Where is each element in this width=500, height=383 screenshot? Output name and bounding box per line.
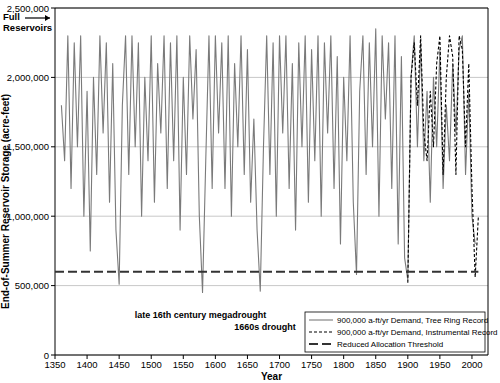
grid-line bbox=[55, 355, 488, 356]
y-tick bbox=[51, 77, 55, 78]
y-axis bbox=[55, 8, 56, 355]
x-tick-label: 1800 bbox=[333, 359, 354, 370]
x-tick-label: 1400 bbox=[77, 359, 98, 370]
chart: 0500,0001,000,0001,500,0002,000,0002,500… bbox=[0, 0, 500, 383]
annotation-line: Reservoirs bbox=[3, 22, 52, 33]
plot-frame bbox=[488, 8, 489, 355]
x-tick-label: 2000 bbox=[461, 359, 482, 370]
y-tick-label: 2,000,000 bbox=[7, 72, 49, 83]
arrow-head bbox=[45, 15, 50, 21]
y-tick bbox=[51, 216, 55, 217]
x-tick-label: 1600 bbox=[205, 359, 226, 370]
y-tick-label: 1,500,000 bbox=[7, 141, 49, 152]
y-tick bbox=[51, 146, 55, 147]
x-tick-label: 1550 bbox=[173, 359, 194, 370]
x-tick-label: 1700 bbox=[269, 359, 290, 370]
annotation: FullReservoirs bbox=[3, 11, 52, 33]
legend-label: 900,000 a-ft/yr Demand, Tree Ring Record bbox=[337, 316, 488, 325]
x-axis bbox=[55, 355, 488, 356]
series-line bbox=[61, 29, 475, 293]
y-tick bbox=[51, 285, 55, 286]
x-tick-label: 1500 bbox=[141, 359, 162, 370]
annotation: late 16th century megadrought bbox=[135, 310, 267, 320]
y-tick-label: 500,000 bbox=[15, 280, 49, 291]
x-axis-label: Year bbox=[261, 371, 282, 382]
grid-line bbox=[55, 285, 488, 286]
y-tick bbox=[51, 8, 55, 9]
plot-area bbox=[55, 29, 478, 293]
annotation-line: Full bbox=[3, 11, 20, 22]
legend-label: Reduced Allocation Threshold bbox=[337, 340, 443, 349]
y-tick bbox=[51, 355, 55, 356]
legend: 900,000 a-ft/yr Demand, Tree Ring Record… bbox=[305, 312, 498, 352]
x-tick-label: 1350 bbox=[44, 359, 65, 370]
series-line bbox=[55, 271, 478, 273]
x-tick-label: 1900 bbox=[397, 359, 418, 370]
grid-line bbox=[55, 77, 488, 78]
legend-swatch bbox=[309, 343, 333, 345]
plot-frame bbox=[55, 8, 488, 9]
series-line bbox=[408, 36, 479, 283]
x-tick-label: 1850 bbox=[365, 359, 386, 370]
y-tick-label: 1,000,000 bbox=[7, 211, 49, 222]
x-tick-label: 1950 bbox=[429, 359, 450, 370]
grid-line bbox=[55, 8, 488, 9]
x-tick-label: 1450 bbox=[109, 359, 130, 370]
legend-swatch bbox=[309, 331, 333, 332]
annotation: 1660s drought bbox=[234, 322, 296, 332]
x-tick-label: 1750 bbox=[301, 359, 322, 370]
x-tick-label: 1650 bbox=[237, 359, 258, 370]
y-axis-label: End-of-Summer Reservoir Storage (acre-fe… bbox=[0, 94, 11, 309]
legend-label: 900,000 a-ft/yr Demand, Instrumental Rec… bbox=[337, 328, 498, 337]
legend-swatch bbox=[309, 319, 333, 320]
